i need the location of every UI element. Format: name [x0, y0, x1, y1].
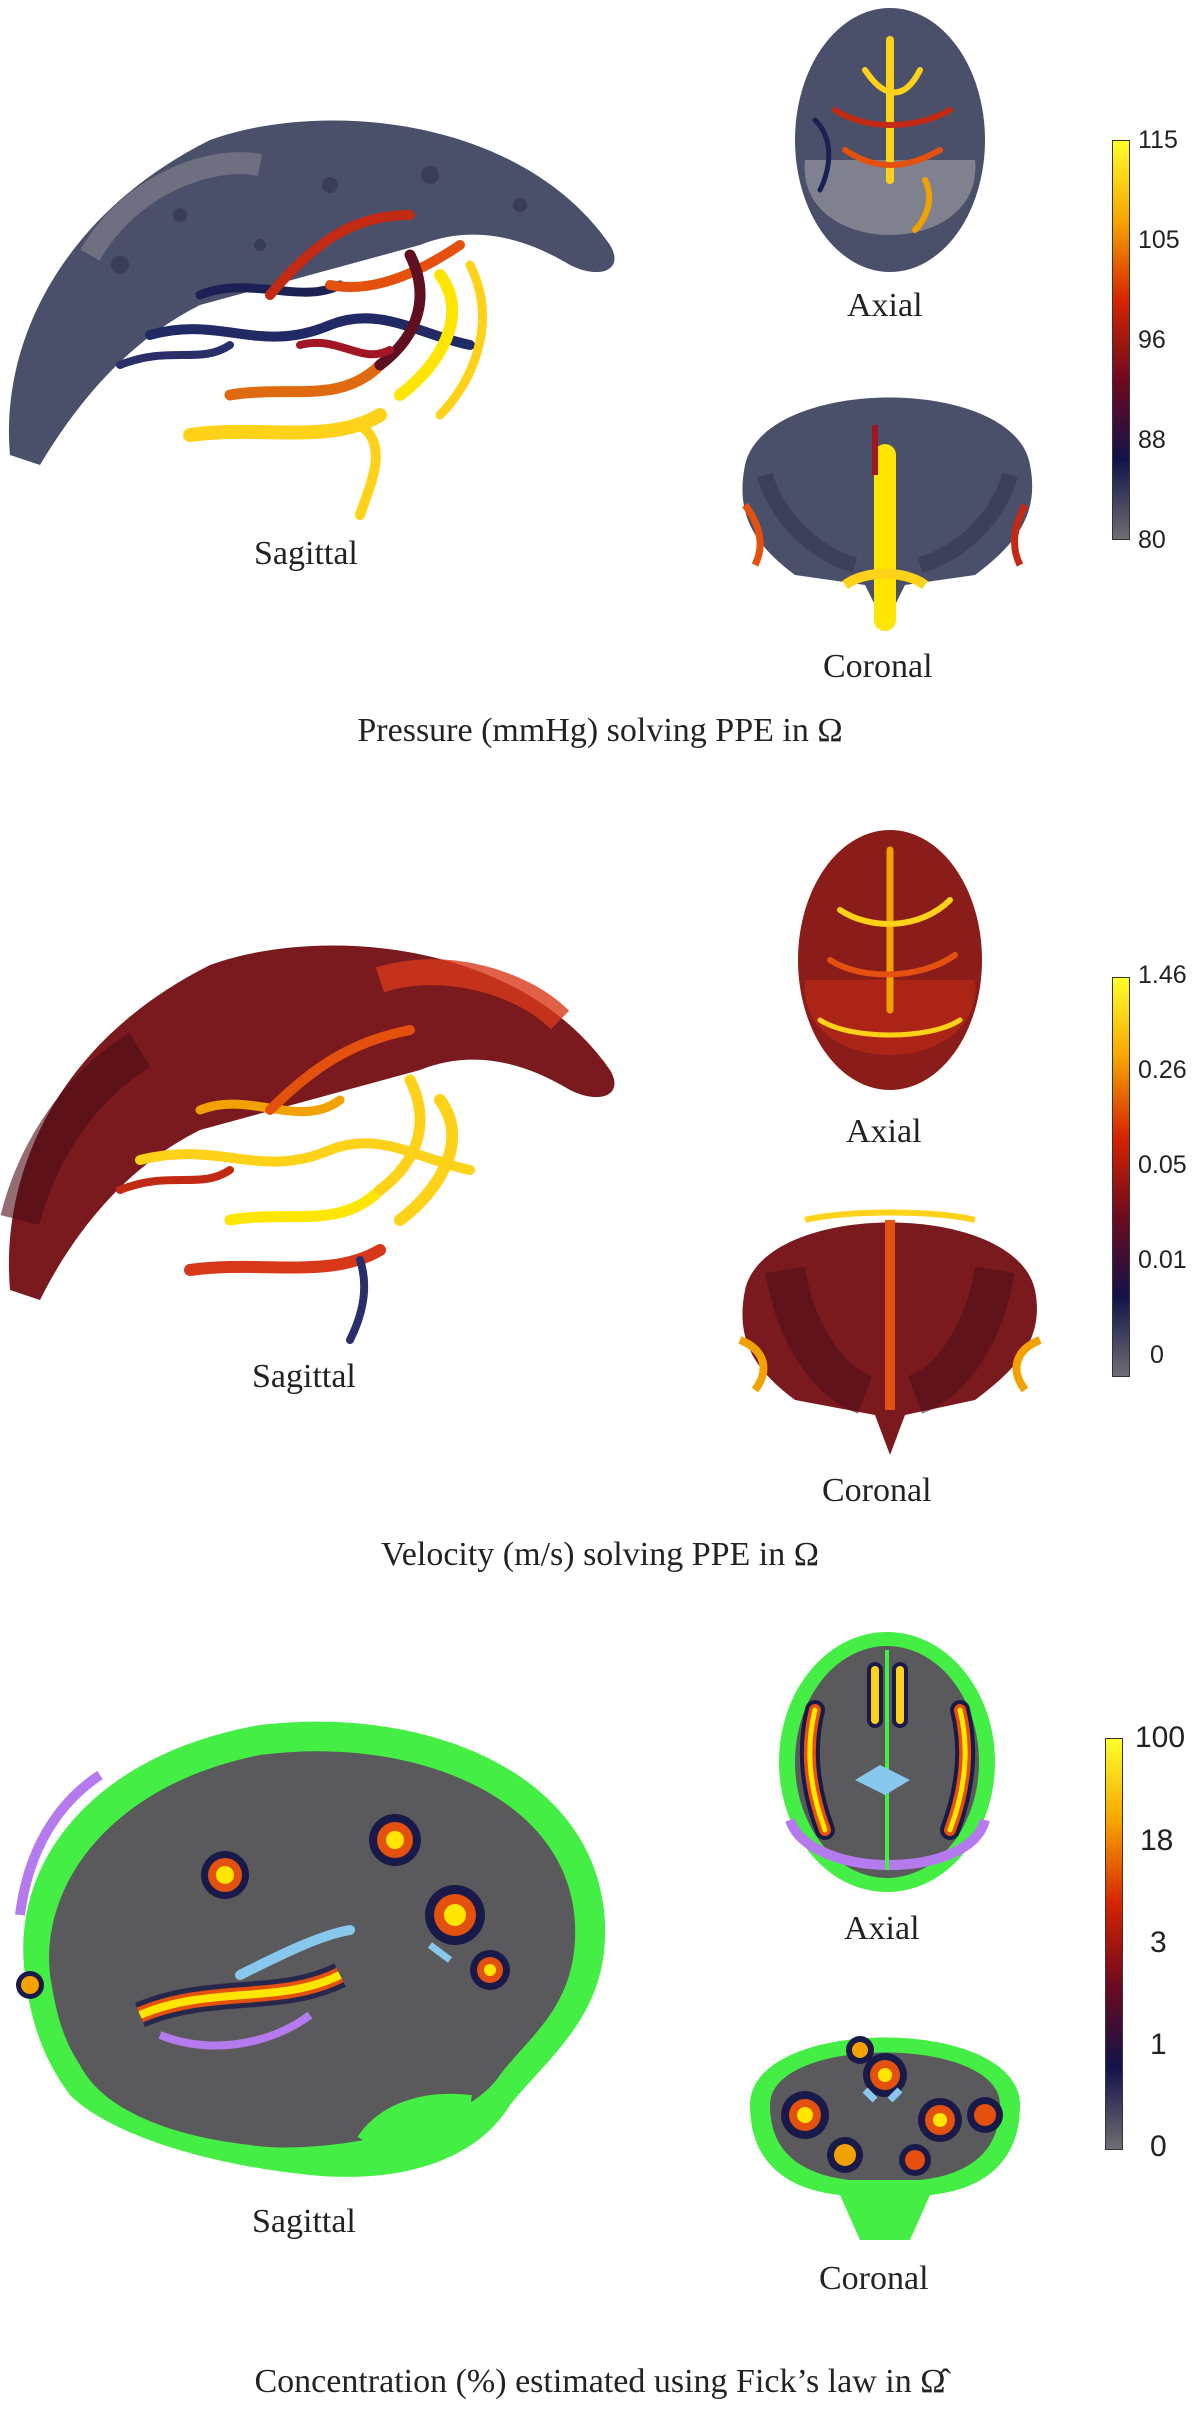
concentration-colorbar-tick: 3	[1150, 1926, 1167, 1959]
concentration-sagittal-label: Sagittal	[252, 2203, 356, 2240]
pressure-colorbar-tick: 115	[1138, 126, 1178, 154]
concentration-colorbar-tick: 100	[1135, 1721, 1186, 1754]
pressure-panel: Sagittal Axial Coronal 115 105 96 88 80 …	[0, 0, 1200, 770]
velocity-panel: Sagittal Axial Coronal 1.46 0.26 0.05 0.…	[0, 820, 1200, 1610]
velocity-colorbar-tick: 0.01	[1138, 1246, 1187, 1274]
pressure-sagittal-label: Sagittal	[254, 535, 358, 572]
velocity-axial-label: Axial	[846, 1113, 922, 1150]
pressure-coronal-render	[742, 397, 1033, 631]
concentration-panel: Sagittal Axial	[0, 1630, 1200, 2416]
velocity-colorbar-tick: 0.26	[1138, 1056, 1187, 1084]
concentration-colorbar-tick: 1	[1150, 2028, 1167, 2061]
velocity-colorbar-tick: 0.05	[1138, 1151, 1187, 1179]
velocity-caption: Velocity (m/s) solving PPE in Ω	[381, 1536, 819, 1573]
concentration-coronal-label: Coronal	[819, 2260, 929, 2297]
velocity-colorbar-tick: 1.46	[1138, 961, 1187, 989]
pressure-axial-label: Axial	[847, 287, 923, 324]
pressure-colorbar-tick: 105	[1138, 226, 1180, 254]
concentration-coronal-render	[750, 2036, 1020, 2240]
pressure-colorbar	[1112, 140, 1130, 540]
pressure-colorbar-tick: 88	[1138, 426, 1166, 454]
concentration-caption: Concentration (%) estimated using Fick’s…	[254, 2363, 946, 2400]
pressure-sagittal-render	[8, 120, 615, 520]
concentration-sagittal-render	[15, 1721, 606, 2177]
velocity-colorbar-tick: 0	[1150, 1341, 1164, 1369]
pressure-colorbar-tick: 96	[1138, 326, 1166, 354]
pressure-axial-render	[795, 8, 985, 272]
pressure-caption: Pressure (mmHg) solving PPE in Ω	[357, 712, 843, 749]
velocity-coronal-label: Coronal	[822, 1472, 932, 1509]
concentration-colorbar-tick: 0	[1150, 2130, 1167, 2163]
velocity-coronal-render	[738, 1209, 1042, 1455]
pressure-colorbar-tick: 80	[1138, 526, 1166, 554]
concentration-axial-label: Axial	[844, 1910, 920, 1947]
velocity-sagittal-render	[0, 945, 615, 1344]
velocity-colorbar	[1112, 977, 1130, 1377]
concentration-axial-render	[779, 1632, 995, 1892]
velocity-axial-render	[798, 830, 982, 1090]
velocity-sagittal-label: Sagittal	[252, 1358, 356, 1395]
pressure-coronal-label: Coronal	[823, 648, 933, 685]
concentration-colorbar	[1105, 1738, 1123, 2150]
concentration-colorbar-tick: 18	[1140, 1824, 1174, 1857]
